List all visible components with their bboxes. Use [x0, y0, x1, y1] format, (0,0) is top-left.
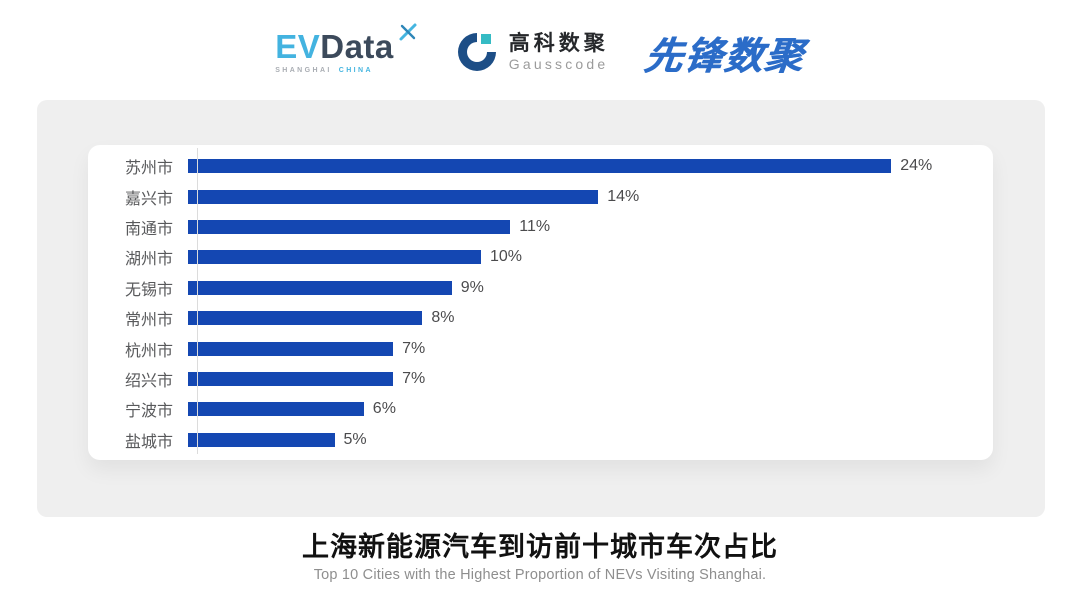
bar	[188, 159, 892, 174]
chart-row: 南通市 11%	[88, 212, 993, 242]
evdata-data-text: Data	[320, 28, 394, 65]
category-label: 嘉兴市	[124, 190, 173, 208]
gausscode-en-text: Gausscode	[508, 56, 609, 73]
page-title: 上海新能源汽车到访前十城市车次占比	[302, 532, 778, 562]
bar	[188, 432, 335, 447]
bar	[188, 371, 394, 386]
value-label: 6%	[372, 400, 396, 418]
evdata-tagline: SHANGHAI CHINA	[275, 67, 418, 74]
value-label: 10%	[490, 248, 523, 266]
chart-row: 绍兴市 7%	[88, 364, 993, 394]
gausscode-cn-text: 高科数聚	[508, 31, 609, 55]
chart-row: 盐城市 5%	[88, 425, 993, 455]
category-label: 无锡市	[124, 281, 173, 299]
chart-row: 杭州市 7%	[88, 333, 993, 363]
bar-chart: 苏州市 24% 嘉兴市 14% 南通市 11% 湖州市 10% 无锡市 9% 常州市 8% 杭州市 7% 绍…	[88, 151, 993, 455]
chart-row: 宁波市 6%	[88, 394, 993, 424]
value-label: 7%	[402, 369, 426, 387]
value-label: 8%	[431, 309, 455, 327]
chart-row: 无锡市 9%	[88, 273, 993, 303]
bar	[188, 219, 511, 234]
chart-frame: 苏州市 24% 嘉兴市 14% 南通市 11% 湖州市 10% 无锡市 9% 常州市 8% 杭州市 7% 绍…	[37, 100, 1045, 517]
evdata-ev-text: EV	[275, 28, 321, 65]
gausscode-text: 高科数聚 Gausscode	[509, 32, 609, 72]
page-subtitle: Top 10 Cities with the Highest Proportio…	[313, 567, 767, 583]
chart-row: 苏州市 24%	[88, 151, 993, 181]
chart-row: 嘉兴市 14%	[88, 181, 993, 211]
chart-row: 常州市 8%	[88, 303, 993, 333]
gausscode-logo: 高科数聚 Gausscode	[454, 29, 609, 75]
category-label: 湖州市	[124, 251, 173, 269]
value-label: 14%	[607, 187, 640, 205]
category-label: 常州市	[124, 312, 173, 330]
evdata-logo: EVData SHANGHAI CHINA	[275, 23, 418, 74]
chart-card: 苏州市 24% 嘉兴市 14% 南通市 11% 湖州市 10% 无锡市 9% 常州市 8% 杭州市 7% 绍…	[88, 145, 993, 460]
value-label: 7%	[402, 339, 426, 357]
bar	[188, 402, 364, 417]
logo-bar: EVData SHANGHAI CHINA 高科数聚 Gausscode 先锋数…	[0, 22, 1080, 82]
value-label: 11%	[519, 217, 551, 235]
bar	[188, 311, 423, 326]
evdata-x-icon	[399, 23, 417, 41]
bar	[188, 341, 394, 356]
category-label: 南通市	[124, 220, 173, 238]
category-label: 绍兴市	[124, 372, 173, 390]
bar	[188, 250, 481, 265]
value-label: 5%	[343, 430, 367, 448]
evdata-wordmark: EVData	[275, 23, 418, 65]
gausscode-icon	[457, 33, 496, 71]
chart-row: 湖州市 10%	[88, 242, 993, 272]
y-axis-line	[197, 148, 198, 454]
value-label: 9%	[460, 278, 484, 296]
evdata-shanghai-text: SHANGHAI	[275, 67, 332, 74]
pioneer-logo: 先锋数聚	[641, 35, 807, 78]
category-label: 宁波市	[124, 403, 173, 421]
value-label: 24%	[900, 157, 933, 175]
category-label: 杭州市	[124, 342, 173, 360]
category-label: 苏州市	[124, 160, 173, 178]
bar	[188, 189, 599, 204]
evdata-china-text: CHINA	[338, 67, 373, 74]
bar	[188, 280, 452, 295]
category-label: 盐城市	[124, 433, 173, 451]
